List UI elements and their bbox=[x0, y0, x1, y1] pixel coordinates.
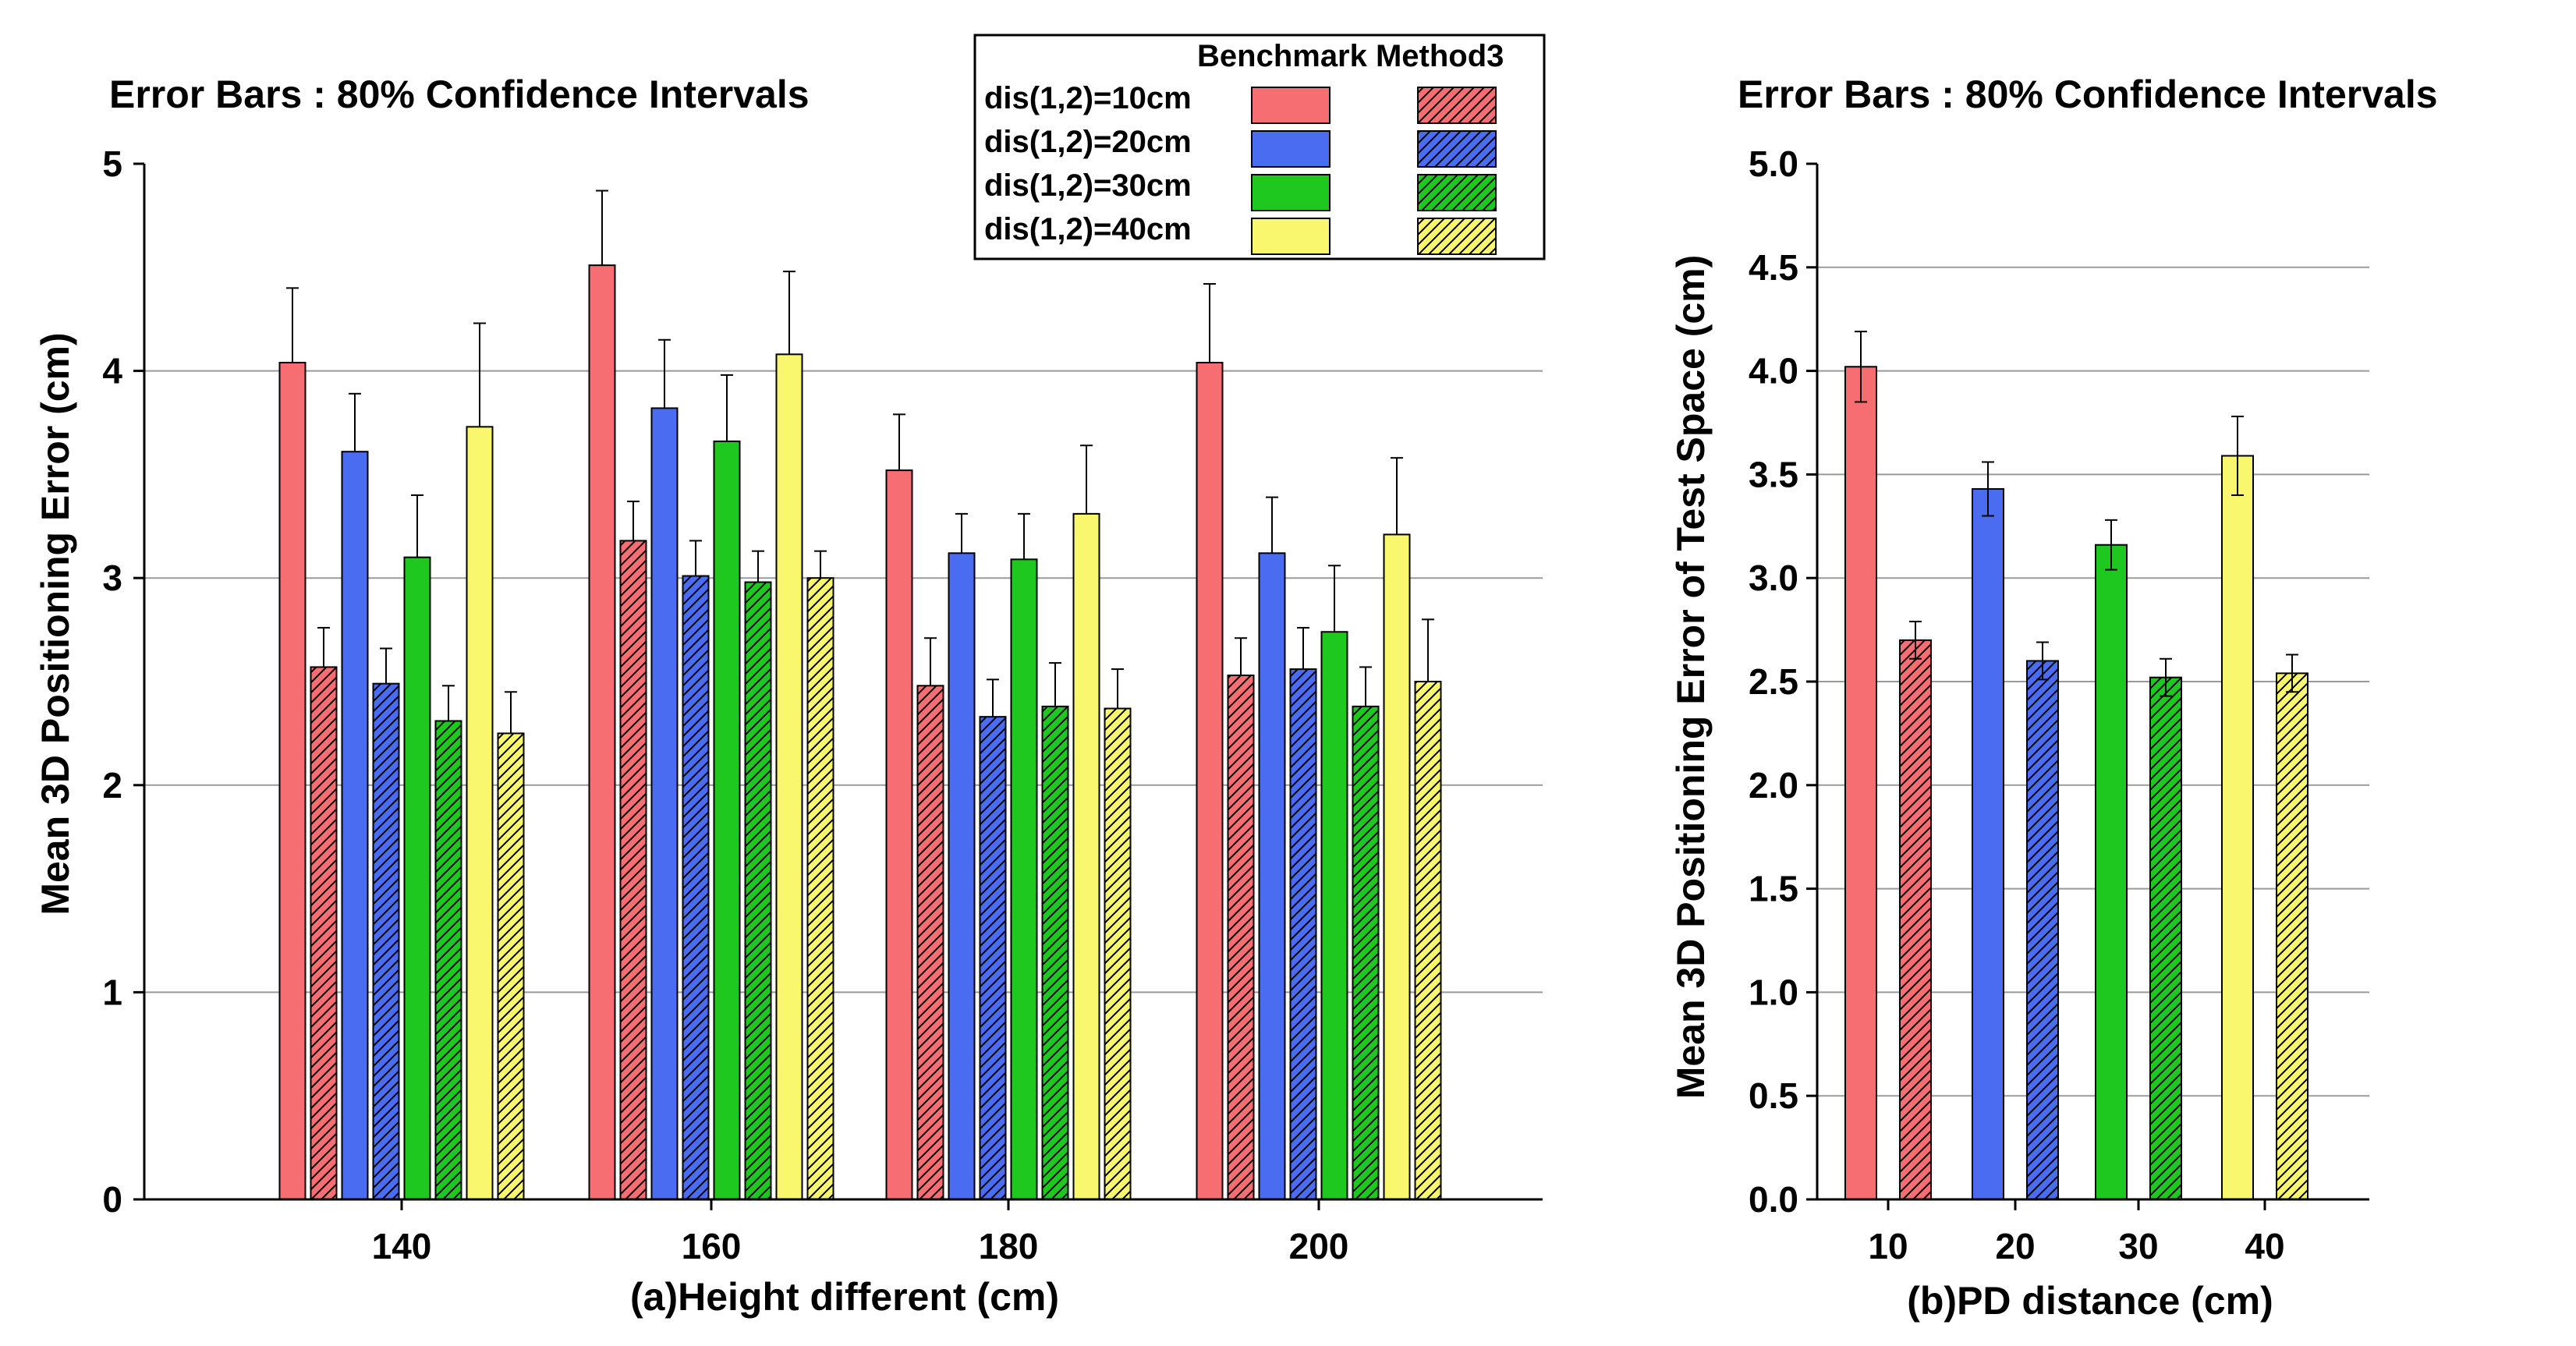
y-tick-label: 5 bbox=[102, 143, 122, 184]
legend: Benchmark Method3 dis(1,2)=10cmdis(1,2)=… bbox=[973, 34, 1546, 260]
bar bbox=[713, 440, 741, 1200]
y-tick-label: 4.5 bbox=[1749, 247, 1798, 288]
y-tick-label: 3 bbox=[102, 558, 122, 598]
legend-label: dis(1,2)=30cm bbox=[984, 168, 1192, 203]
bar bbox=[1041, 705, 1069, 1200]
x-tick-label: 10 bbox=[1868, 1226, 1908, 1266]
chart-a-xlabel: (a)Height different (cm) bbox=[630, 1275, 1059, 1319]
bar bbox=[948, 552, 976, 1200]
bar bbox=[1104, 707, 1132, 1200]
bar bbox=[341, 451, 369, 1200]
bar bbox=[682, 575, 710, 1200]
bar bbox=[806, 577, 834, 1200]
chart-b-x-ticks: 10 20 30 40 bbox=[1868, 1199, 2285, 1266]
y-tick-label: 3.5 bbox=[1749, 454, 1798, 494]
x-tick-label: 160 bbox=[682, 1226, 742, 1266]
y-tick-label: 0.5 bbox=[1749, 1075, 1798, 1116]
y-tick-label: 0 bbox=[102, 1179, 122, 1220]
bar bbox=[979, 716, 1007, 1200]
bar bbox=[1414, 681, 1442, 1200]
y-tick-label: 1 bbox=[102, 972, 122, 1012]
y-tick-label: 0.0 bbox=[1749, 1179, 1798, 1220]
legend-swatch-method3 bbox=[1417, 87, 1497, 124]
bar bbox=[1289, 668, 1317, 1200]
bar bbox=[1258, 552, 1286, 1200]
bar bbox=[2221, 455, 2254, 1200]
chart-b-y-ticks: 0.0 0.5 1.0 1.5 2.0 2.5 3.0 3.5 4.0 4.5 5.0 bbox=[1749, 143, 1817, 1220]
legend-swatch-benchmark bbox=[1251, 130, 1331, 168]
bar bbox=[372, 682, 400, 1200]
legend-header: Benchmark Method3 bbox=[1197, 39, 1504, 73]
bar bbox=[1352, 705, 1380, 1200]
bar bbox=[1227, 675, 1255, 1200]
legend-label: dis(1,2)=20cm bbox=[984, 125, 1192, 159]
legend-swatch-benchmark bbox=[1251, 87, 1331, 124]
y-tick-label: 1.5 bbox=[1749, 869, 1798, 909]
chart-a-ylabel: Mean 3D Positioning Error (cm) bbox=[34, 332, 77, 915]
y-tick-label: 2 bbox=[102, 765, 122, 806]
bar bbox=[916, 685, 944, 1200]
legend-swatch-method3 bbox=[1417, 130, 1497, 168]
bar bbox=[1320, 631, 1348, 1200]
bar bbox=[2276, 672, 2308, 1200]
chart-a-title: Error Bars : 80% Confidence Intervals bbox=[109, 73, 810, 116]
bar bbox=[1972, 487, 2004, 1200]
bar bbox=[497, 732, 525, 1200]
chart-b-ylabel: Mean 3D Positioning Error of Test Space … bbox=[1669, 255, 1713, 1100]
bar bbox=[1072, 512, 1100, 1200]
legend-label: dis(1,2)=40cm bbox=[984, 212, 1192, 246]
bar bbox=[434, 720, 462, 1200]
y-tick-label: 2.0 bbox=[1749, 765, 1798, 806]
y-tick-label: 3.0 bbox=[1749, 558, 1798, 598]
x-tick-label: 180 bbox=[979, 1226, 1039, 1266]
x-tick-label: 20 bbox=[1995, 1226, 2035, 1266]
bar bbox=[1010, 558, 1038, 1200]
legend-rows: dis(1,2)=10cm dis(1,2)=20cm dis(1,2)=30cm d… bbox=[984, 81, 1497, 255]
bar bbox=[2095, 544, 2128, 1200]
bar bbox=[310, 666, 338, 1200]
chart-a-bars bbox=[278, 190, 1442, 1201]
legend-swatch-method3 bbox=[1417, 174, 1497, 211]
bar bbox=[466, 426, 494, 1200]
x-tick-label: 200 bbox=[1289, 1226, 1349, 1266]
legend-swatch-benchmark bbox=[1251, 218, 1331, 255]
chart-a-x-ticks: 140 160 180 200 bbox=[372, 1199, 1349, 1266]
chart-a-y-ticks: 0 1 2 3 4 5 bbox=[102, 143, 144, 1220]
bar bbox=[1844, 366, 1877, 1201]
legend-swatch-method3 bbox=[1417, 218, 1497, 255]
y-tick-label: 5.0 bbox=[1749, 143, 1798, 184]
y-tick-label: 1.0 bbox=[1749, 972, 1798, 1012]
y-tick-label: 4.0 bbox=[1749, 351, 1798, 391]
chart-b-xlabel: (b)PD distance (cm) bbox=[1907, 1279, 2273, 1323]
x-tick-label: 30 bbox=[2118, 1226, 2158, 1266]
bar bbox=[2026, 660, 2059, 1200]
bar bbox=[1196, 361, 1224, 1201]
x-tick-label: 140 bbox=[372, 1226, 432, 1266]
legend-label: dis(1,2)=10cm bbox=[984, 81, 1192, 115]
bar bbox=[403, 556, 431, 1200]
chart-b: Error Bars : 80% Confidence Intervals 0.… bbox=[1669, 73, 2438, 1323]
y-tick-label: 4 bbox=[102, 351, 122, 391]
chart-a: Error Bars : 80% Confidence Intervals 0 1… bbox=[34, 73, 1543, 1319]
bar bbox=[775, 353, 803, 1200]
chart-b-title: Error Bars : 80% Confidence Intervals bbox=[1738, 73, 2438, 116]
bar bbox=[744, 581, 772, 1200]
bar bbox=[619, 540, 647, 1200]
bar bbox=[588, 264, 616, 1200]
y-tick-label: 2.5 bbox=[1749, 661, 1798, 702]
bar bbox=[885, 469, 913, 1200]
x-tick-label: 40 bbox=[2245, 1226, 2284, 1266]
bar bbox=[1899, 639, 1932, 1200]
bar bbox=[2149, 676, 2182, 1200]
bar bbox=[278, 361, 306, 1201]
chart-a-axes bbox=[143, 164, 1543, 1201]
chart-b-bars bbox=[1844, 331, 2308, 1201]
legend-swatch-benchmark bbox=[1251, 174, 1331, 211]
bar bbox=[650, 407, 679, 1200]
bar bbox=[1383, 533, 1411, 1200]
